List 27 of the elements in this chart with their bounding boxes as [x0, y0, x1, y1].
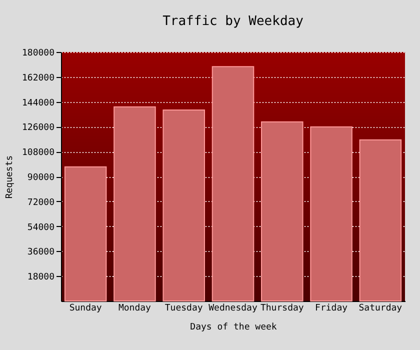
y-tick-label: 36000: [27, 248, 54, 258]
x-tick-label: Wednesday: [208, 304, 258, 314]
y-tick-label: 72000: [27, 198, 54, 208]
x-tick-label: Thursday: [260, 304, 304, 314]
bar: [359, 139, 402, 302]
bar: [261, 121, 304, 302]
x-tick-label: Tuesday: [164, 304, 204, 314]
bar: [212, 66, 254, 302]
chart-title: Traffic by Weekday: [162, 14, 304, 29]
x-axis-title: Days of the week: [190, 322, 278, 332]
y-tick-label: 126000: [22, 123, 54, 134]
x-tick-label: Saturday: [358, 304, 403, 314]
y-tick-label: 180000: [22, 48, 54, 58]
y-tick-label: 18000: [27, 272, 54, 283]
y-axis-title: Requests: [4, 155, 15, 199]
bar: [114, 106, 156, 302]
x-tick-label: Monday: [118, 304, 152, 314]
x-tick-label: Friday: [315, 304, 348, 314]
x-tick-label: Sunday: [69, 304, 102, 314]
y-tick-label: 144000: [22, 98, 54, 108]
bar: [162, 109, 205, 302]
bar: [310, 126, 352, 302]
bar: [64, 166, 107, 302]
y-tick-label: 162000: [22, 73, 54, 84]
y-tick-label: 108000: [22, 148, 54, 158]
y-tick-label: 54000: [27, 222, 54, 233]
y-tick-label: 90000: [27, 173, 54, 183]
